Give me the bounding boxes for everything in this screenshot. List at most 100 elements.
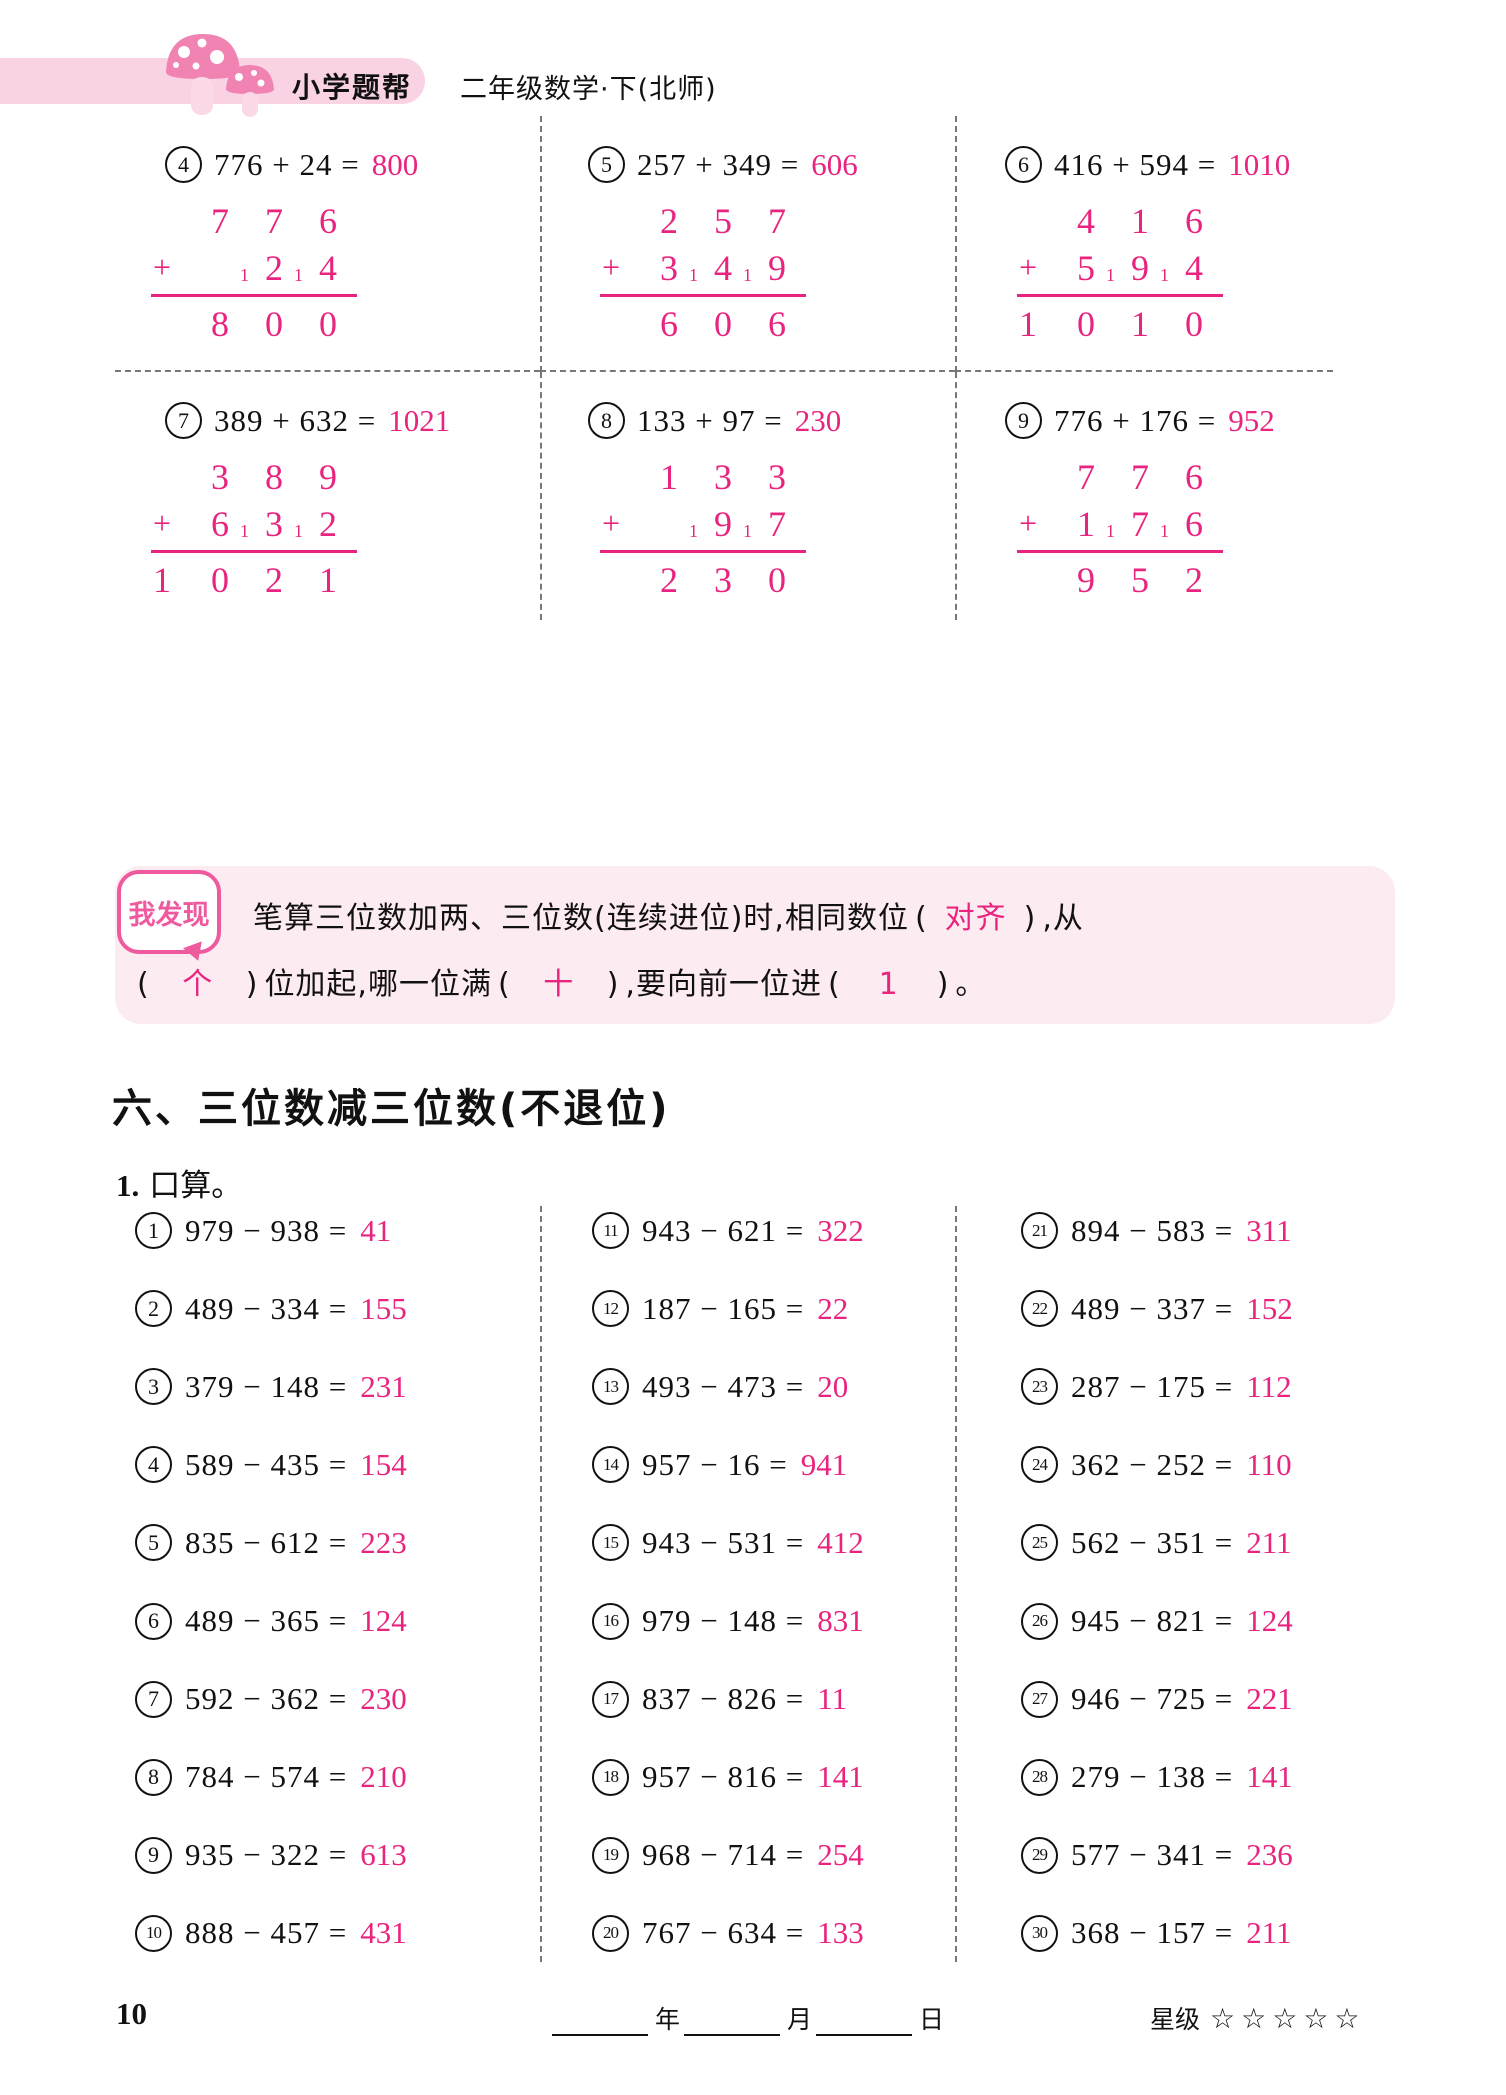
digit-cell: 3 [642,247,696,289]
answer: 800 [371,146,419,182]
answer: 223 [360,1524,407,1560]
expression: 979 − 938 = [185,1212,348,1248]
equation-line: 9 776 + 176 = 952 [1005,402,1333,439]
carry-digit: 1 [240,520,249,541]
oral-problem: 26 945 − 821 = 124 [1021,1602,1393,1640]
digit: 3 [714,559,732,600]
open-paren: ( [137,967,150,1002]
digit: 2 [319,503,337,544]
digit-cell: 1 [1113,200,1167,242]
problem-number: 7 [135,1680,172,1718]
sum-rule [1017,550,1223,553]
oral-problem: 25 562 − 351 = 211 [1021,1524,1393,1562]
expression: 943 − 531 = [642,1524,805,1560]
problem-number: 16 [592,1602,629,1640]
problem-number: 28 [1021,1758,1058,1796]
digit: 9 [1077,559,1095,600]
problem-number: 9 [1005,402,1042,439]
expression: 767 − 634 = [642,1915,805,1951]
oral-problem: 15 943 − 531 = 412 [592,1524,955,1562]
blank-answer: 个 [182,967,214,1002]
answer: 230 [360,1681,407,1717]
date-unit: 日 [919,2005,945,2034]
open-paren: ( [497,967,511,1002]
oral-column: 1 979 − 938 = 41 2 489 − 334 = 155 3 379 − 148 … [115,1206,540,1962]
oral-problem: 18 957 − 816 = 141 [592,1758,955,1796]
digit: 7 [1131,503,1149,544]
digit: 6 [1185,456,1203,497]
problem-number: 23 [1021,1368,1058,1406]
digit: 0 [1185,303,1203,344]
discovery-text: 笔算三位数加两、三位数(连续进位)时,相同数位(对齐) ,从(个) 位加起,哪一位满… [115,866,1395,1018]
digit-cell: 1 [1113,303,1167,345]
answer-blank: (对齐) [909,901,1042,936]
oral-problem: 5 835 − 612 = 223 [135,1524,540,1562]
blank-answer: 十 [543,967,575,1002]
digit: 9 [319,456,337,497]
expression: 416 + 594 = [1054,146,1217,182]
oral-problem: 21 894 − 583 = 311 [1021,1212,1393,1249]
plus-sign: + [153,505,172,541]
digit: 0 [265,303,283,344]
answer: 20 [817,1368,849,1404]
answer: 952 [1228,402,1275,438]
digit: 4 [319,247,337,288]
blank-answer: 1 [878,967,899,1002]
expression: 943 − 621 = [642,1212,805,1248]
digit-cell: 7 [750,200,804,242]
digit-cell: 0 [696,303,750,345]
digit-cell: 8 [247,456,301,498]
digit-cell: 0 [301,303,355,345]
answer: 152 [1246,1290,1293,1326]
digit-cell: 0 [247,303,301,345]
answer: 112 [1246,1368,1292,1404]
written-problem: 9 776 + 176 = 952 7 7 6 +1 1 7 1 6 9 5 2 [955,372,1333,620]
problem-number: 25 [1021,1524,1058,1562]
digit-cell: 1 [1059,503,1113,545]
date-blank [816,2008,913,2036]
expression: 577 − 341 = [1071,1837,1234,1873]
answer: 1010 [1228,146,1291,182]
expression: 776 + 176 = [1054,402,1217,438]
expression: 279 − 138 = [1071,1759,1234,1795]
sum-rule [1017,294,1223,297]
carry-digit: 1 [1106,520,1115,541]
expression: 888 − 457 = [185,1915,348,1951]
answer: 124 [1246,1603,1293,1639]
digit: 3 [265,503,283,544]
digit-cell: 0 [193,559,247,601]
expression: 368 − 157 = [1071,1915,1234,1951]
problem-number: 30 [1021,1914,1058,1952]
column-work: 4 1 6 +5 1 9 1 4 1 0 1 0 [1017,197,1333,347]
digit-cell: 9 [301,456,355,498]
section-subtitle: 1. 口算。 [116,1160,242,1205]
oral-problem: 11 943 − 621 = 322 [592,1212,955,1249]
star-icons: ☆☆☆☆☆ [1210,2001,1366,2035]
discovery-callout: 我发现 笔算三位数加两、三位数(连续进位)时,相同数位(对齐) ,从(个) 位加起,… [115,866,1395,1024]
digit: 2 [660,559,678,600]
expression: 489 − 337 = [1071,1290,1234,1326]
digit: 2 [265,559,283,600]
digit-cell: 0 [750,559,804,601]
equation-line: 5 257 + 349 = 606 [588,146,955,183]
digit-cell: 7 [1113,456,1167,498]
digit: 6 [319,200,337,241]
answer: 1021 [388,402,451,438]
problem-number: 2 [135,1290,172,1328]
expression: 935 − 322 = [185,1837,348,1873]
expression: 379 − 148 = [185,1368,348,1404]
oral-problem: 12 187 − 165 = 22 [592,1290,955,1328]
expression: 592 − 362 = [185,1681,348,1717]
oral-grid: 1 979 − 938 = 41 2 489 − 334 = 155 3 379 − 148 … [115,1206,1393,1962]
oral-problem: 17 837 − 826 = 11 [592,1680,955,1718]
expression: 979 − 148 = [642,1603,805,1639]
oral-problem: 16 979 − 148 = 831 [592,1602,955,1640]
